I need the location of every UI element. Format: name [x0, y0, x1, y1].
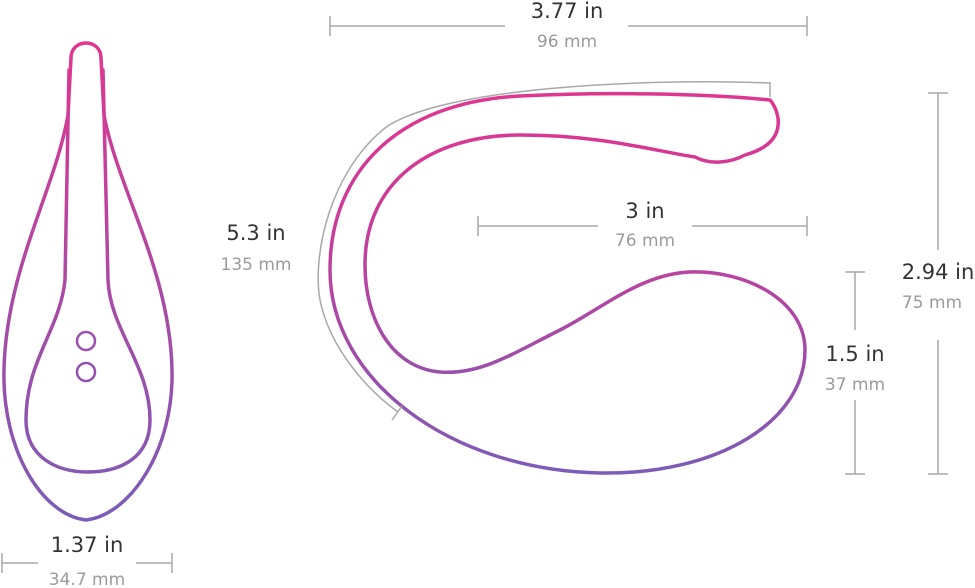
- dimension-total-height: 2.94 in 75 mm: [902, 92, 975, 475]
- dimension-front-width: 1.37 in 34.7 mm: [1, 533, 173, 588]
- dimension-inner-width: 3 in 76 mm: [477, 199, 808, 251]
- dimension-label-mm: 135 mm: [221, 255, 292, 275]
- dimension-label-in: 1.5 in: [825, 342, 884, 366]
- dimension-label-in: 1.37 in: [51, 533, 124, 557]
- dimension-label-mm: 96 mm: [537, 32, 597, 52]
- dimension-top-length: 3.77 in 96 mm: [329, 0, 808, 52]
- side-view-outline: [328, 91, 807, 475]
- button-icon: [75, 361, 97, 383]
- dimension-label-in: 3 in: [625, 199, 664, 223]
- dimension-label-in: 5.3 in: [226, 221, 285, 245]
- dimension-label-in: 3.77 in: [531, 0, 604, 23]
- arc-length-guide: [317, 81, 771, 421]
- dimension-label-mm: 75 mm: [902, 293, 962, 313]
- dimension-arc-length: 5.3 in 135 mm: [221, 221, 292, 275]
- dimension-label-mm: 34.7 mm: [49, 570, 125, 588]
- front-view-outline: [2, 41, 174, 522]
- dimension-label-mm: 37 mm: [825, 375, 885, 395]
- button-icon: [75, 330, 97, 352]
- dimension-label-in: 2.94 in: [902, 260, 975, 284]
- dimension-inner-height: 1.5 in 37 mm: [825, 271, 885, 475]
- dimension-label-mm: 76 mm: [615, 231, 675, 251]
